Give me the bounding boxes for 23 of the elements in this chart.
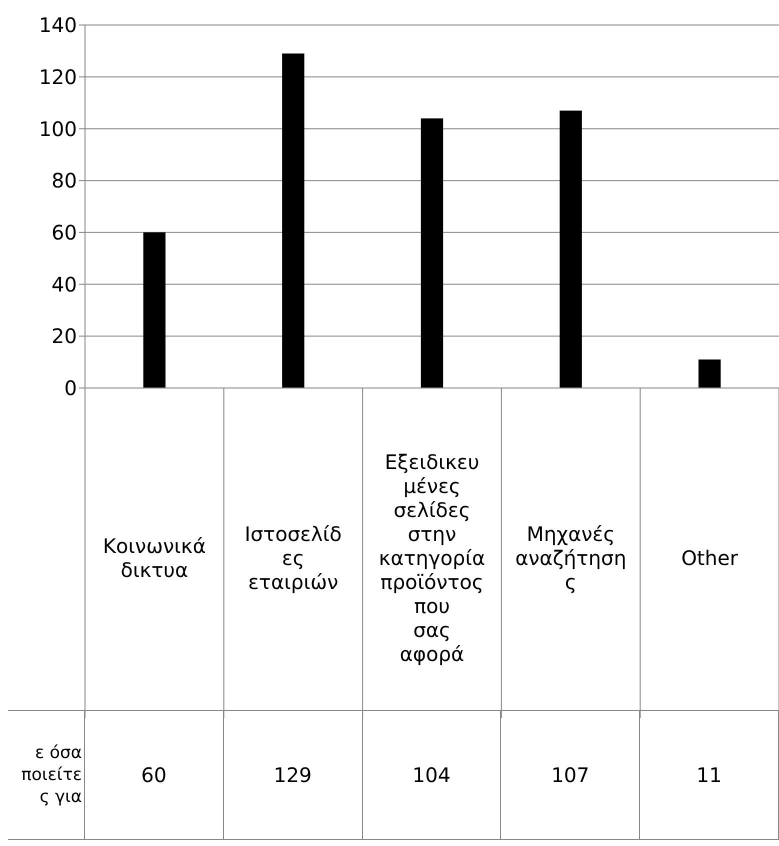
y-tick-label: 100 bbox=[38, 116, 77, 141]
x-tick-label: Other bbox=[681, 546, 739, 570]
category-label: Εξειδικευμένες σελίδες στην κατηγορία προϊόντος που σας αφορά bbox=[378, 450, 486, 666]
data-label: 11 bbox=[640, 711, 779, 839]
data-label: 104 bbox=[362, 711, 502, 839]
data-label: 107 bbox=[501, 711, 640, 839]
data-label: 129 bbox=[224, 711, 363, 839]
bar bbox=[698, 359, 721, 388]
y-tick-label: 60 bbox=[52, 220, 77, 245]
bar bbox=[420, 118, 444, 388]
bar bbox=[282, 54, 304, 388]
y-tick-label: 40 bbox=[52, 272, 77, 296]
y-tick-label: 140 bbox=[38, 13, 77, 38]
y-tick-label: 20 bbox=[52, 324, 77, 348]
y-tick-label: 80 bbox=[52, 168, 77, 193]
x-tick-label: Μηχανές αναζήτησης bbox=[515, 522, 626, 594]
bar bbox=[143, 232, 166, 388]
text: ε όσα ποιείτε ς για bbox=[20, 742, 82, 808]
bar bbox=[560, 110, 582, 388]
y-tick-label: 0 bbox=[64, 376, 77, 400]
x-tick-label: Κοινωνικά δικτυα bbox=[102, 534, 206, 582]
y-tick-label: 120 bbox=[38, 64, 77, 89]
x-tick-label: Ιστοσελίδες εταιριών bbox=[244, 522, 342, 594]
